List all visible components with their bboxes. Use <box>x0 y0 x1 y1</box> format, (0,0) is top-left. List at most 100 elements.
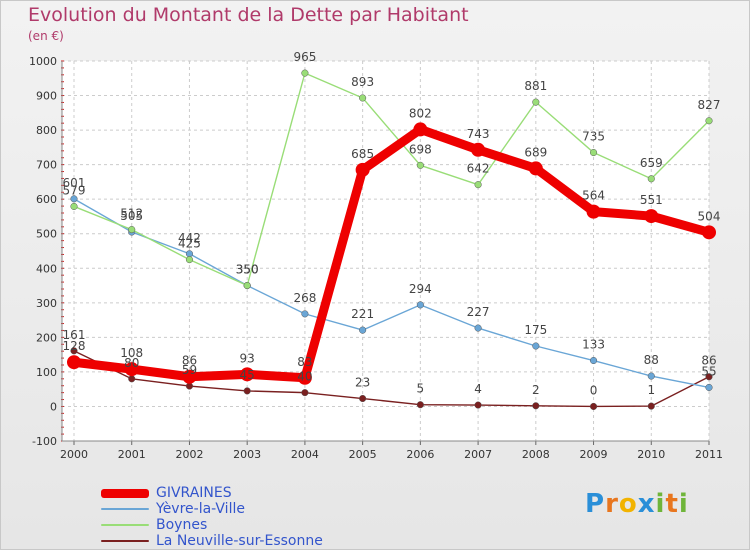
legend-label: La Neuville-sur-Essonne <box>156 533 323 549</box>
data-point <box>416 301 424 309</box>
data-point <box>297 370 312 385</box>
y-tick-label: 700 <box>36 159 57 172</box>
data-point <box>532 98 540 106</box>
data-label: 350 <box>236 263 259 277</box>
data-point <box>474 181 482 189</box>
legend-swatch <box>101 524 149 526</box>
data-label: 161 <box>63 328 86 342</box>
x-tick-label: 2011 <box>695 448 723 461</box>
data-label: 504 <box>698 209 721 223</box>
data-label: 268 <box>293 291 316 305</box>
data-label: 221 <box>351 307 374 321</box>
data-label: 505 <box>120 209 143 223</box>
y-tick-label: 900 <box>36 90 57 103</box>
logo-letter: r <box>605 489 619 519</box>
series-line-0 <box>69 124 714 383</box>
data-point <box>528 161 543 176</box>
legend-swatch <box>101 508 149 510</box>
y-tick-label: 1000 <box>29 55 57 68</box>
data-label: 425 <box>178 237 201 251</box>
series-line-1 <box>73 198 710 389</box>
data-point <box>532 402 540 410</box>
data-point <box>702 225 716 240</box>
series-line-2 <box>73 72 710 287</box>
x-tick-label: 2009 <box>580 448 608 461</box>
logo-letter: x <box>637 489 656 519</box>
chart-legend: GIVRAINES Yèvre-la-Ville Boynes La Neuville… <box>101 485 323 549</box>
y-tick-label: -100 <box>32 435 57 448</box>
x-tick-label: 2005 <box>349 448 377 461</box>
data-label: 108 <box>120 346 143 360</box>
data-point <box>705 383 713 392</box>
data-label: 2 <box>532 383 540 397</box>
data-label: 45 <box>240 368 255 382</box>
data-point <box>355 162 370 177</box>
data-point <box>474 401 482 409</box>
data-point <box>705 373 713 381</box>
data-label: 893 <box>351 75 374 89</box>
data-label: 128 <box>63 339 86 353</box>
data-label: 579 <box>63 183 86 197</box>
data-point <box>416 161 424 169</box>
data-point <box>471 142 486 157</box>
x-tick-label: 2000 <box>60 448 88 461</box>
logo-letter: i <box>678 489 689 519</box>
chart-title: Evolution du Montant de la Dette par Hab… <box>28 4 469 26</box>
data-label: 5 <box>417 382 425 396</box>
series-line-3 <box>73 350 710 408</box>
y-tick-label: 200 <box>36 331 57 344</box>
data-point <box>589 148 598 157</box>
data-label: 642 <box>467 162 490 176</box>
y-tick-label: 500 <box>36 228 57 241</box>
data-label: 86 <box>182 354 197 368</box>
data-point <box>532 342 540 350</box>
data-label: 55 <box>701 364 716 378</box>
data-label: 698 <box>409 142 432 156</box>
data-point <box>705 117 713 125</box>
proxiti-logo: Proxiti <box>585 489 689 519</box>
data-point <box>67 355 81 370</box>
data-label: 827 <box>698 98 721 112</box>
legend-label: Boynes <box>156 517 208 533</box>
x-tick-label: 2007 <box>464 448 492 461</box>
data-label: 40 <box>297 370 312 384</box>
x-tick-label: 2002 <box>175 448 203 461</box>
data-label: 0 <box>590 383 598 397</box>
data-point <box>416 401 424 409</box>
data-point <box>647 402 655 410</box>
data-label: 659 <box>640 156 663 170</box>
legend-item: La Neuville-sur-Essonne <box>101 533 323 549</box>
data-label: 227 <box>467 305 490 319</box>
x-tick-label: 2001 <box>118 448 146 461</box>
data-label: 133 <box>582 338 605 352</box>
data-label: 512 <box>120 207 143 221</box>
y-tick-label: 800 <box>36 124 57 137</box>
data-point <box>243 281 251 290</box>
x-tick-label: 2008 <box>522 448 550 461</box>
logo-letter: P <box>585 489 606 519</box>
data-point <box>70 195 78 203</box>
x-tick-label: 2004 <box>291 448 319 461</box>
data-label: 965 <box>293 50 316 64</box>
data-point <box>128 375 136 383</box>
data-label: 23 <box>355 376 370 390</box>
data-point <box>185 382 194 390</box>
data-label: 59 <box>182 363 197 377</box>
legend-item: Yèvre-la-Ville <box>101 501 323 517</box>
data-point <box>70 347 78 355</box>
data-point <box>589 402 598 411</box>
logo-letter: o <box>618 489 638 519</box>
y-tick-label: 100 <box>36 366 57 379</box>
data-point <box>240 367 255 382</box>
data-point <box>70 202 78 210</box>
legend-swatch <box>101 540 149 542</box>
y-tick-label: 600 <box>36 193 57 206</box>
logo-letter: i <box>655 489 666 519</box>
data-point <box>647 175 655 183</box>
legend-label: GIVRAINES <box>156 485 232 501</box>
data-label: 689 <box>524 145 547 159</box>
data-label: 83 <box>297 355 312 369</box>
legend-swatch <box>101 488 149 498</box>
